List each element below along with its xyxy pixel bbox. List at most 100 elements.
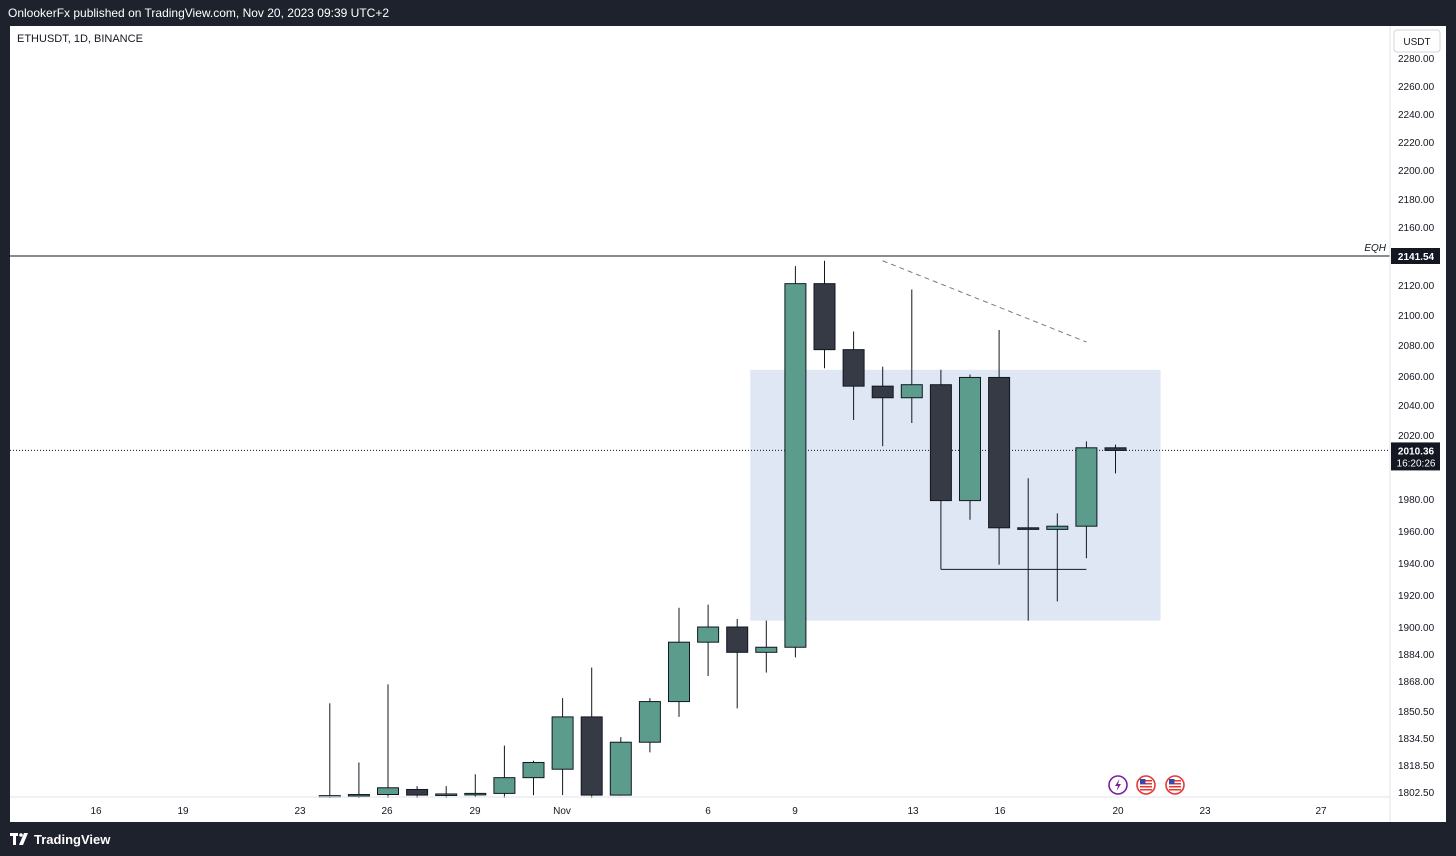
candle[interactable]	[726, 619, 749, 709]
x-tick-label: 19	[177, 806, 189, 817]
candle-body	[929, 384, 952, 502]
candle-body	[406, 788, 429, 796]
candle[interactable]	[1046, 513, 1069, 602]
current-price-badge	[1391, 442, 1440, 471]
descending-trend-line[interactable]	[882, 260, 1087, 343]
chart-frame[interactable]: USDT ETHUSDT, 1D, BINANCE 16 19 23 26 29 Nov 6…	[10, 26, 1446, 822]
candle-body	[726, 626, 749, 653]
candle-body	[493, 777, 516, 794]
candle[interactable]	[1104, 444, 1127, 474]
y-tick-label: 1802.50	[1398, 788, 1435, 799]
tradingview-logo[interactable]: TradingView	[10, 831, 110, 847]
candle-body	[435, 793, 458, 796]
candle[interactable]	[842, 331, 865, 421]
price-axis-area[interactable]	[1391, 56, 1446, 822]
candle[interactable]	[697, 604, 720, 676]
candle-body	[580, 716, 603, 796]
footer-bar: TradingView	[0, 822, 1456, 856]
x-tick-label: 27	[1315, 806, 1327, 817]
candle[interactable]	[988, 330, 1011, 565]
y-tick-label: 1920.00	[1398, 591, 1435, 602]
candle[interactable]	[551, 698, 574, 796]
y-tick-label: 2100.00	[1398, 311, 1435, 322]
y-tick-label: 2120.00	[1398, 281, 1435, 292]
x-tick-label: Nov	[553, 806, 571, 817]
candle-body	[377, 787, 399, 796]
y-tick-label: 1834.50	[1398, 734, 1435, 745]
candle[interactable]	[464, 774, 487, 797]
y-tick-label: 2080.00	[1398, 341, 1435, 352]
x-tick-label: 29	[469, 806, 481, 817]
lightning-event-icon[interactable]	[1108, 775, 1128, 795]
candle[interactable]	[900, 289, 923, 424]
y-tick-label: 1940.00	[1398, 559, 1435, 570]
y-tick-label: 2040.00	[1398, 401, 1435, 412]
candle-body	[871, 385, 894, 399]
candle-body	[464, 792, 487, 796]
y-tick-label: 1884.00	[1398, 650, 1435, 661]
candle[interactable]	[929, 369, 952, 570]
candle[interactable]	[638, 698, 661, 753]
y-tick-label: 1850.50	[1398, 707, 1435, 718]
x-tick-label: 26	[381, 806, 393, 817]
candle[interactable]	[784, 266, 807, 658]
candle[interactable]	[318, 703, 341, 799]
x-tick-label: 20	[1112, 806, 1124, 817]
candle[interactable]	[1075, 441, 1098, 559]
x-tick-label: 16	[994, 806, 1006, 817]
candle-body	[755, 646, 778, 653]
y-tick-label: 2220.00	[1398, 138, 1435, 149]
x-tick-label: 6	[705, 806, 711, 817]
candle-body	[668, 641, 690, 703]
candle[interactable]	[1017, 478, 1040, 621]
currency-label: USDT	[1403, 37, 1430, 48]
y-tick-label: 2060.00	[1398, 372, 1435, 383]
candle-body	[959, 376, 981, 502]
us-flag-event-icon[interactable]	[1136, 775, 1156, 795]
x-tick-label: 23	[294, 806, 306, 817]
candle[interactable]	[755, 620, 778, 673]
currency-button[interactable]	[1393, 29, 1441, 53]
time-axis-area[interactable]	[10, 798, 1390, 822]
candle-body	[813, 283, 836, 351]
y-tick-label: 1960.00	[1398, 527, 1435, 538]
candle-body	[551, 716, 574, 770]
bar-countdown: 16:20:26	[1397, 458, 1436, 469]
y-tick-label: 2020.00	[1398, 431, 1435, 442]
candle[interactable]	[871, 366, 894, 447]
chart-title: ETHUSDT, 1D, BINANCE	[17, 33, 143, 45]
candle[interactable]	[959, 374, 981, 520]
candle[interactable]	[580, 667, 603, 800]
candle[interactable]	[347, 762, 370, 799]
eqh-price-badge	[1391, 248, 1440, 264]
candle-body	[347, 794, 370, 797]
us-flag-event-icon[interactable]	[1165, 775, 1185, 795]
candlestick-chart[interactable]: USDT ETHUSDT, 1D, BINANCE 16 19 23 26 29 Nov 6…	[10, 26, 1446, 822]
candle-body	[988, 376, 1011, 529]
tradingview-logo-icon	[10, 833, 28, 845]
y-tick-label: 2200.00	[1398, 166, 1435, 177]
candle[interactable]	[435, 786, 458, 798]
candle[interactable]	[609, 737, 632, 796]
candle-body	[842, 349, 865, 387]
eqh-label: EQH	[1364, 243, 1386, 254]
candle-body	[1075, 447, 1098, 527]
y-tick-label: 2280.00	[1398, 54, 1435, 65]
candle-body	[522, 761, 545, 779]
candle[interactable]	[377, 684, 399, 799]
candle[interactable]	[668, 607, 690, 717]
candle[interactable]	[493, 745, 516, 798]
candle[interactable]	[813, 260, 836, 369]
candle[interactable]	[522, 760, 545, 796]
y-tick-label: 1818.50	[1398, 761, 1435, 772]
x-tick-label: 16	[90, 806, 102, 817]
tradingview-brand: TradingView	[34, 831, 111, 847]
range-zone-box[interactable]	[750, 369, 1161, 621]
x-tick-label: 23	[1199, 806, 1211, 817]
candle-body	[1046, 525, 1069, 530]
y-tick-label: 2180.00	[1398, 195, 1435, 206]
publisher-text: OnlookerFx published on TradingView.com,…	[8, 6, 389, 20]
candle-body	[1017, 527, 1040, 530]
x-tick-label: 9	[792, 806, 798, 817]
candle-body	[900, 384, 923, 399]
